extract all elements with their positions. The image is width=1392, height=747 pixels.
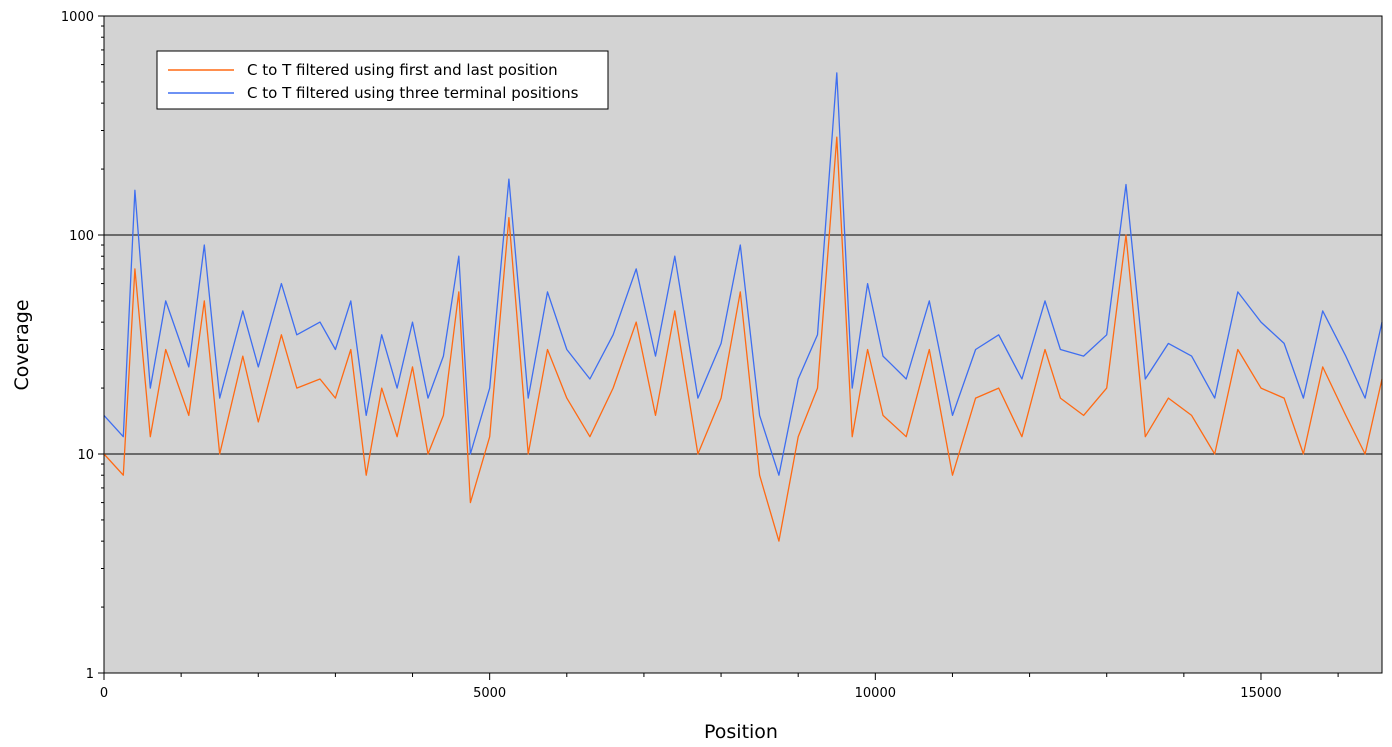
y-tick-label: 1000 bbox=[61, 10, 94, 25]
legend-label-three-terminal: C to T filtered using three terminal pos… bbox=[247, 84, 579, 102]
plot-frame bbox=[103, 15, 1383, 674]
legend: C to T filtered using first and last pos… bbox=[156, 50, 609, 110]
x-tick-label: 15000 bbox=[1240, 686, 1281, 701]
y-tick-label: 10 bbox=[77, 448, 94, 463]
y-tick-label: 1 bbox=[86, 667, 94, 682]
series-line-first-last bbox=[103, 136, 1383, 542]
series-layer bbox=[103, 72, 1383, 542]
x-tick-label: 0 bbox=[100, 686, 108, 701]
y-axis-title: Coverage bbox=[11, 299, 33, 390]
legend-box bbox=[156, 50, 609, 110]
x-tick-label: 5000 bbox=[473, 686, 506, 701]
x-axis-title: Position bbox=[704, 721, 778, 743]
grid-layer bbox=[104, 234, 1382, 455]
y-tick-label: 100 bbox=[69, 229, 94, 244]
legend-label-first-last: C to T filtered using first and last pos… bbox=[247, 61, 558, 79]
plot-background bbox=[104, 16, 1382, 673]
x-tick-label: 10000 bbox=[855, 686, 896, 701]
series-line-three-terminal bbox=[103, 72, 1383, 476]
